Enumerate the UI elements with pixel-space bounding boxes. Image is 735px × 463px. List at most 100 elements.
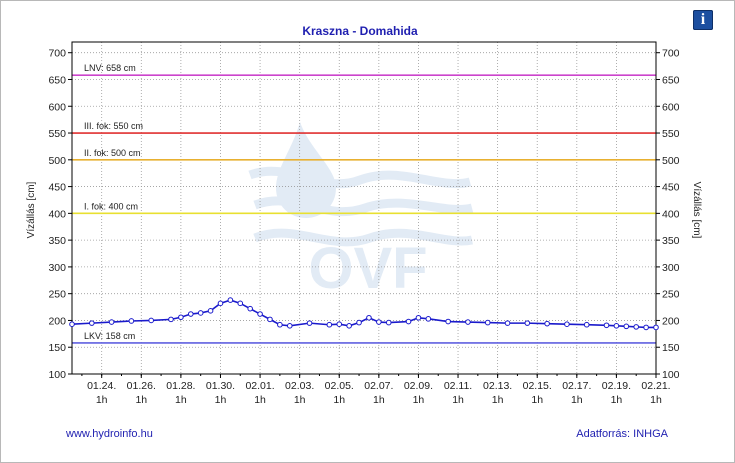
data-point <box>148 317 154 324</box>
data-point <box>128 318 135 324</box>
x-tick-label-date: 02.09. <box>404 380 433 392</box>
data-point <box>564 321 570 328</box>
data-point <box>613 323 620 329</box>
data-point <box>405 318 412 325</box>
x-tick-label-date: 02.03. <box>285 380 314 392</box>
data-point <box>187 311 194 317</box>
data-point <box>346 323 352 329</box>
info-icon[interactable]: i <box>693 10 713 30</box>
x-tick-label-date: 02.13. <box>483 380 512 392</box>
reference-line-label: I. fok: 400 cm <box>84 201 138 211</box>
footer-data-source: Adatforrás: INHGA <box>576 428 668 440</box>
y-tick-label: 350 <box>662 235 680 247</box>
x-tick-label-hour: 1h <box>333 394 345 406</box>
data-point <box>465 319 471 325</box>
y-tick-label: 250 <box>48 289 66 301</box>
data-point <box>415 314 422 321</box>
x-tick-label-date: 02.05. <box>325 380 354 392</box>
y-tick-label: 500 <box>662 155 680 167</box>
data-point <box>484 319 491 326</box>
data-point <box>69 321 75 328</box>
data-point <box>336 321 343 328</box>
data-point <box>277 321 283 328</box>
data-point <box>207 308 214 314</box>
x-tick-label-hour: 1h <box>531 394 543 406</box>
data-point <box>376 319 382 325</box>
data-point <box>227 297 234 303</box>
data-point <box>504 320 511 326</box>
reference-line-label: LKV: 158 cm <box>84 331 135 341</box>
data-point <box>237 300 244 307</box>
x-tick-label-date: 02.19. <box>602 380 631 392</box>
x-tick-label-hour: 1h <box>175 394 187 406</box>
data-point <box>366 314 372 321</box>
x-tick-label-date: 01.24. <box>87 380 116 392</box>
y-axis-label-right: Vízállás [cm] <box>691 182 702 239</box>
x-tick-label-date: 01.28. <box>166 380 195 392</box>
reference-lines: LNV: 658 cm III. fok: 550 cm II. fok: 500 … <box>72 63 656 344</box>
y-tick-label: 650 <box>662 74 680 86</box>
y-tick-label: 150 <box>662 342 680 354</box>
x-axis: 01.24. 1h 01.26. 1h 01.28. 1h 01.30. 1h 02.01. 1h… <box>81 374 671 406</box>
reference-line-label: II. fok: 500 cm <box>84 148 141 158</box>
data-point <box>88 320 95 326</box>
x-tick-label-date: 02.21. <box>641 380 670 392</box>
reference-line-label: III. fok: 550 cm <box>84 121 143 131</box>
data-point <box>524 320 531 326</box>
x-tick-label-hour: 1h <box>650 394 662 406</box>
x-tick-label-date: 01.30. <box>206 380 235 392</box>
y-tick-label: 550 <box>48 128 66 140</box>
x-tick-label-date: 02.17. <box>562 380 591 392</box>
x-tick-label-hour: 1h <box>254 394 266 406</box>
chart-title: Kraszna - Domahida <box>302 24 418 38</box>
footer-website-link[interactable]: www.hydroinfo.hu <box>65 428 153 440</box>
data-point <box>583 321 590 328</box>
x-tick-label-hour: 1h <box>96 394 108 406</box>
x-tick-label-date: 02.15. <box>523 380 552 392</box>
data-point <box>544 320 550 327</box>
data-point <box>356 319 362 326</box>
y-tick-label: 250 <box>662 289 680 301</box>
y-tick-label: 450 <box>662 182 680 194</box>
x-tick-label-hour: 1h <box>413 394 425 406</box>
x-tick-label-hour: 1h <box>373 394 385 406</box>
y-tick-label: 650 <box>48 74 66 86</box>
y-tick-label: 600 <box>48 101 66 113</box>
data-point <box>217 300 224 307</box>
ovf-watermark: OVF <box>248 122 474 301</box>
watermark-drop-shape <box>276 122 336 218</box>
watermark-wave-2 <box>253 196 474 217</box>
y-tick-label: 700 <box>662 48 680 60</box>
data-point <box>653 324 659 331</box>
watermark-wave-1 <box>248 166 472 189</box>
data-point <box>623 323 630 330</box>
data-point <box>267 316 273 323</box>
data-point <box>197 310 204 316</box>
x-tick-label-hour: 1h <box>571 394 583 406</box>
y-tick-label: 450 <box>48 182 66 194</box>
data-point <box>445 318 451 325</box>
y-tick-label: 300 <box>48 262 66 274</box>
y-tick-label: 600 <box>662 101 680 113</box>
data-point <box>247 305 253 312</box>
y-tick-label: 400 <box>48 208 66 220</box>
x-tick-label-hour: 1h <box>492 394 504 406</box>
y-tick-label: 500 <box>48 155 66 167</box>
data-point <box>425 316 432 322</box>
x-tick-label-hour: 1h <box>294 394 306 406</box>
y-axis-left: 100 150 200 250 300 350 400 450 500 550 600 650 700 <box>48 48 72 381</box>
plot-area <box>71 41 657 375</box>
y-tick-label: 300 <box>662 262 680 274</box>
data-point <box>257 311 263 317</box>
series-layer <box>69 297 659 331</box>
watermark-wave-3 <box>253 228 473 247</box>
data-point <box>643 324 649 331</box>
data-point <box>306 320 313 326</box>
data-point <box>108 319 115 325</box>
data-point <box>633 324 640 330</box>
y-tick-label: 100 <box>48 369 66 381</box>
y-axis-right: 100 150 200 250 300 350 400 450 500 550 600 650 700 <box>656 48 680 381</box>
x-tick-label-date: 02.11. <box>444 380 472 392</box>
